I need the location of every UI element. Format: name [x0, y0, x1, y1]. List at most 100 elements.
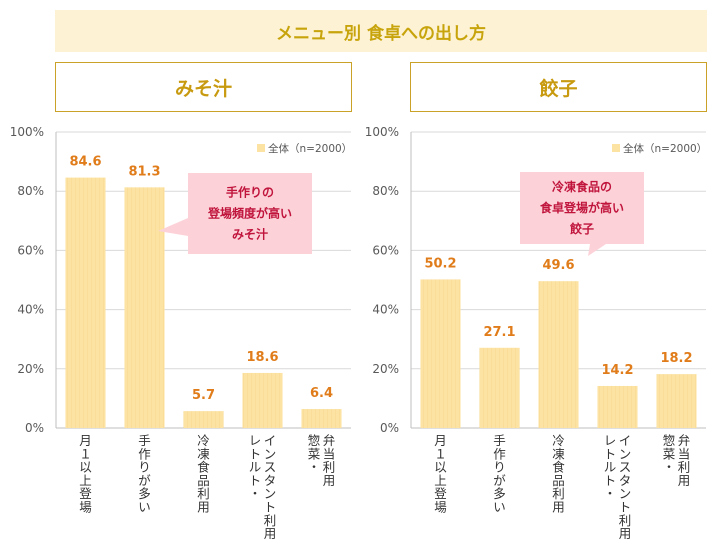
miso-chart-title: みそ汁 — [55, 62, 352, 112]
svg-text:ス: ス — [619, 460, 632, 475]
svg-text:利: 利 — [552, 486, 565, 501]
gyoza-value-label: 49.6 — [542, 258, 574, 273]
svg-text:イ: イ — [264, 433, 277, 448]
miso-callout-text: 手作りの — [226, 185, 274, 200]
svg-text:・: ・ — [249, 486, 262, 501]
svg-text:品: 品 — [197, 473, 210, 488]
svg-text:手: 手 — [493, 433, 506, 448]
svg-text:菜: 菜 — [663, 446, 676, 461]
svg-text:り: り — [138, 460, 151, 475]
gyoza-y-tick-label: 60% — [372, 243, 399, 257]
gyoza-chart-title: 餃子 — [410, 62, 707, 112]
svg-text:作: 作 — [138, 446, 151, 461]
svg-text:い: い — [493, 500, 506, 515]
gyoza-value-label: 50.2 — [424, 256, 456, 271]
gyoza-value-label: 14.2 — [601, 363, 633, 378]
miso-value-label: 6.4 — [310, 386, 333, 401]
svg-text:ト: ト — [604, 446, 617, 461]
svg-text:用: 用 — [264, 526, 277, 541]
miso-legend-label: 全体（n=2000） — [268, 142, 352, 155]
svg-text:凍: 凍 — [197, 446, 210, 461]
svg-text:利: 利 — [264, 513, 277, 528]
gyoza-y-tick-label: 100% — [365, 125, 399, 139]
svg-text:が: が — [138, 473, 151, 488]
svg-text:ト: ト — [249, 446, 262, 461]
svg-text:タ: タ — [264, 473, 277, 488]
gyoza-y-tick-label: 20% — [372, 362, 399, 376]
svg-text:凍: 凍 — [552, 446, 565, 461]
svg-text:レ: レ — [604, 433, 617, 448]
miso-value-label: 5.7 — [192, 388, 215, 403]
gyoza-legend-label: 全体（n=2000） — [623, 142, 707, 155]
svg-text:・: ・ — [663, 460, 676, 475]
svg-text:用: 用 — [197, 500, 210, 515]
miso-legend-swatch — [257, 144, 265, 152]
svg-text:用: 用 — [678, 473, 691, 488]
svg-text:１: １ — [434, 446, 447, 461]
svg-text:ト: ト — [264, 500, 277, 515]
svg-text:手: 手 — [138, 433, 151, 448]
svg-text:ン: ン — [264, 486, 277, 501]
svg-text:上: 上 — [434, 473, 447, 488]
gyoza-callout-text: 餃子 — [570, 221, 594, 236]
miso-callout-tail — [158, 218, 188, 236]
svg-text:多: 多 — [138, 486, 151, 501]
gyoza-callout-tail — [588, 244, 606, 256]
svg-text:当: 当 — [678, 446, 691, 461]
svg-text:・: ・ — [308, 460, 321, 475]
gyoza-callout-text: 冷凍食品の — [552, 179, 612, 194]
svg-text:多: 多 — [493, 486, 506, 501]
svg-text:ス: ス — [264, 460, 277, 475]
svg-text:用: 用 — [323, 473, 336, 488]
svg-text:作: 作 — [493, 446, 506, 461]
svg-text:利: 利 — [197, 486, 210, 501]
svg-text:利: 利 — [619, 513, 632, 528]
svg-text:当: 当 — [323, 446, 336, 461]
gyoza-bar — [597, 385, 638, 428]
svg-text:ト: ト — [619, 500, 632, 515]
svg-text:上: 上 — [79, 473, 92, 488]
svg-text:タ: タ — [619, 473, 632, 488]
svg-text:場: 場 — [434, 500, 447, 515]
gyoza-bar — [479, 347, 520, 428]
svg-text:ン: ン — [619, 486, 632, 501]
miso-y-tick-label: 80% — [17, 184, 44, 198]
svg-text:冷: 冷 — [197, 433, 210, 448]
gyoza-legend-swatch — [612, 144, 620, 152]
miso-y-tick-label: 60% — [17, 243, 44, 257]
miso-callout-box — [188, 173, 312, 254]
svg-text:食: 食 — [197, 460, 210, 475]
svg-text:り: り — [493, 460, 506, 475]
svg-text:冷: 冷 — [552, 433, 565, 448]
miso-bar — [301, 409, 342, 428]
svg-text:月: 月 — [79, 433, 92, 448]
miso-bar — [124, 187, 165, 428]
svg-text:ン: ン — [619, 446, 632, 461]
svg-text:ン: ン — [264, 446, 277, 461]
svg-text:用: 用 — [619, 526, 632, 541]
svg-text:ル: ル — [249, 460, 262, 475]
miso-callout-text: みそ汁 — [232, 227, 268, 242]
gyoza-y-tick-label: 0% — [380, 421, 399, 435]
gyoza-callout-box — [520, 172, 644, 244]
svg-text:食: 食 — [552, 460, 565, 475]
svg-text:登: 登 — [434, 486, 447, 501]
svg-text:い: い — [138, 500, 151, 515]
svg-text:以: 以 — [79, 460, 92, 475]
svg-text:利: 利 — [678, 460, 691, 475]
miso-y-tick-label: 100% — [10, 125, 44, 139]
svg-text:菜: 菜 — [308, 446, 321, 461]
miso-value-label: 84.6 — [69, 155, 101, 170]
svg-text:弁: 弁 — [678, 433, 691, 448]
svg-text:登: 登 — [79, 486, 92, 501]
miso-value-label: 81.3 — [128, 164, 160, 179]
gyoza-value-label: 18.2 — [660, 351, 692, 366]
